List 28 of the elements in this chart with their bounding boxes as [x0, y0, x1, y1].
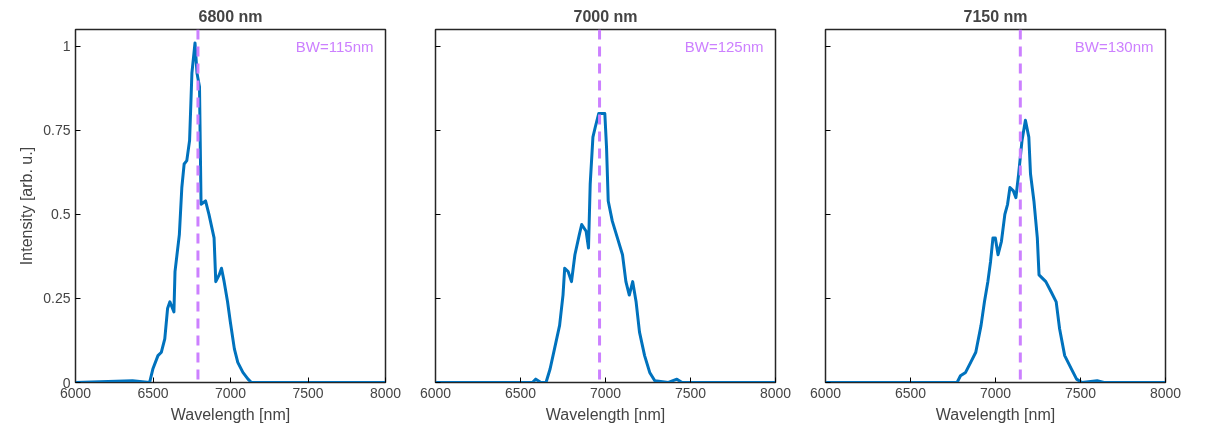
- x-tick-label: 7500: [1064, 384, 1097, 401]
- chart-title: 7150 nm: [963, 7, 1028, 25]
- x-tick-label: 6500: [894, 384, 927, 401]
- x-tick-label: 7000: [979, 384, 1012, 401]
- y-tick-label: 0.25: [43, 290, 71, 307]
- x-axis-title: Wavelength [nm]: [170, 405, 291, 423]
- x-tick-label: 7500: [674, 384, 707, 401]
- y-tick-label: 1: [62, 38, 71, 55]
- chart-title: 7000 nm: [573, 7, 638, 25]
- y-axis-title: Intensity [arb. u.]: [18, 146, 36, 266]
- x-tick-label: 7500: [292, 384, 324, 401]
- annotation: BW=125nm: [684, 37, 764, 55]
- y-tick-label: 0.75: [43, 122, 71, 139]
- x-tick-label: 7000: [214, 384, 247, 401]
- x-tick-label: 6000: [419, 384, 452, 401]
- x-tick-label: 6500: [137, 384, 169, 401]
- y-tick-label: 0.5: [51, 206, 71, 223]
- x-tick-label: 8000: [1149, 384, 1182, 401]
- x-tick-label: 6000: [809, 384, 842, 401]
- chart-title: 6800 nm: [198, 7, 263, 25]
- x-axis-title: Wavelength [nm]: [935, 405, 1056, 423]
- x-axis-title: Wavelength [nm]: [545, 405, 666, 423]
- annotation: BW=115nm: [295, 37, 374, 55]
- annotation: BW=130nm: [1074, 37, 1154, 55]
- x-tick-label: 7000: [589, 384, 622, 401]
- x-tick-label: 8000: [369, 384, 402, 401]
- x-tick-label: 6500: [504, 384, 537, 401]
- x-tick-label: 8000: [759, 384, 792, 401]
